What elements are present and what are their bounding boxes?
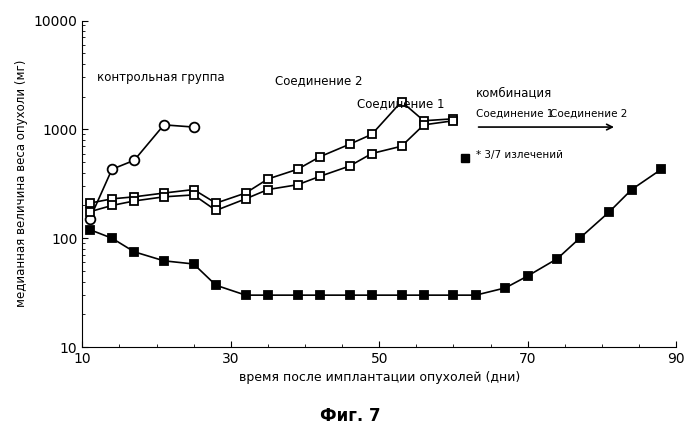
Text: комбинация: комбинация (476, 87, 552, 99)
Text: Соединение 1: Соединение 1 (357, 97, 444, 110)
Y-axis label: медианная величина веса опухоли (мг): медианная величина веса опухоли (мг) (15, 60, 28, 307)
Text: контрольная группа: контрольная группа (97, 71, 225, 84)
Text: Соединение 2: Соединение 2 (275, 74, 363, 87)
Text: * 3/7 излечений: * 3/7 излечений (476, 150, 563, 160)
Text: Соединение 2: Соединение 2 (550, 108, 627, 119)
Text: Фиг. 7: Фиг. 7 (320, 407, 380, 425)
Text: Соединение 1: Соединение 1 (476, 108, 553, 119)
X-axis label: время после имплантации опухолей (дни): время после имплантации опухолей (дни) (239, 371, 520, 385)
